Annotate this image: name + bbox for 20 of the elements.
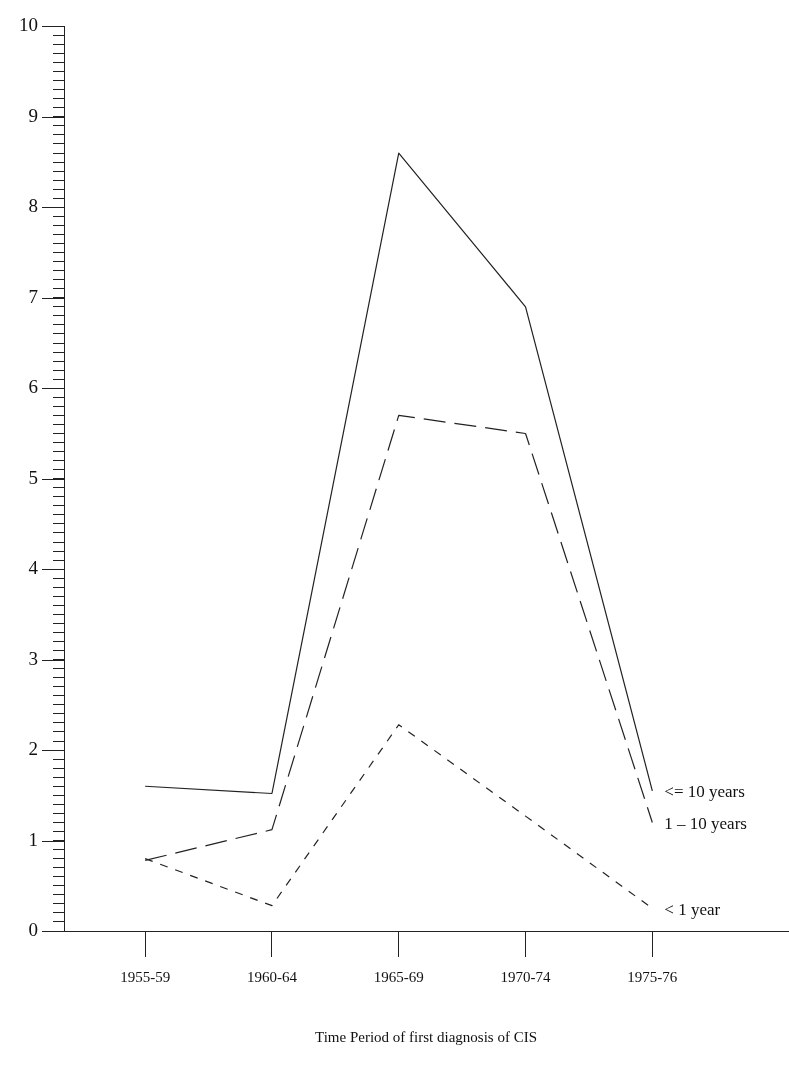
y-tick-label: 7 <box>28 285 38 307</box>
x-tick-label: 1955-59 <box>120 968 171 985</box>
y-tick-label: 1 <box>28 828 38 850</box>
x-tick-label: 1965-69 <box>373 968 424 985</box>
y-tick-label: 0 <box>28 918 38 940</box>
x-tick-label: 1970-74 <box>500 968 552 985</box>
y-tick-label: 4 <box>28 557 39 579</box>
series-label: < 1 year <box>664 899 721 919</box>
y-tick-label: 8 <box>28 195 38 217</box>
series-label: 1 – 10 years <box>664 813 747 833</box>
x-tick-label: 1960-64 <box>246 968 298 985</box>
y-tick-label: 5 <box>28 466 38 488</box>
y-tick-label: 9 <box>28 104 38 126</box>
x-axis-title: Time Period of first diagnosis of CIS <box>315 1028 537 1045</box>
y-tick-label: 2 <box>28 738 38 760</box>
y-tick-label: 3 <box>28 647 38 669</box>
y-tick-label: 6 <box>28 376 38 398</box>
x-tick-label: 1975-76 <box>627 968 678 985</box>
series-label: <= 10 years <box>664 782 745 802</box>
y-tick-label: 10 <box>19 14 38 36</box>
